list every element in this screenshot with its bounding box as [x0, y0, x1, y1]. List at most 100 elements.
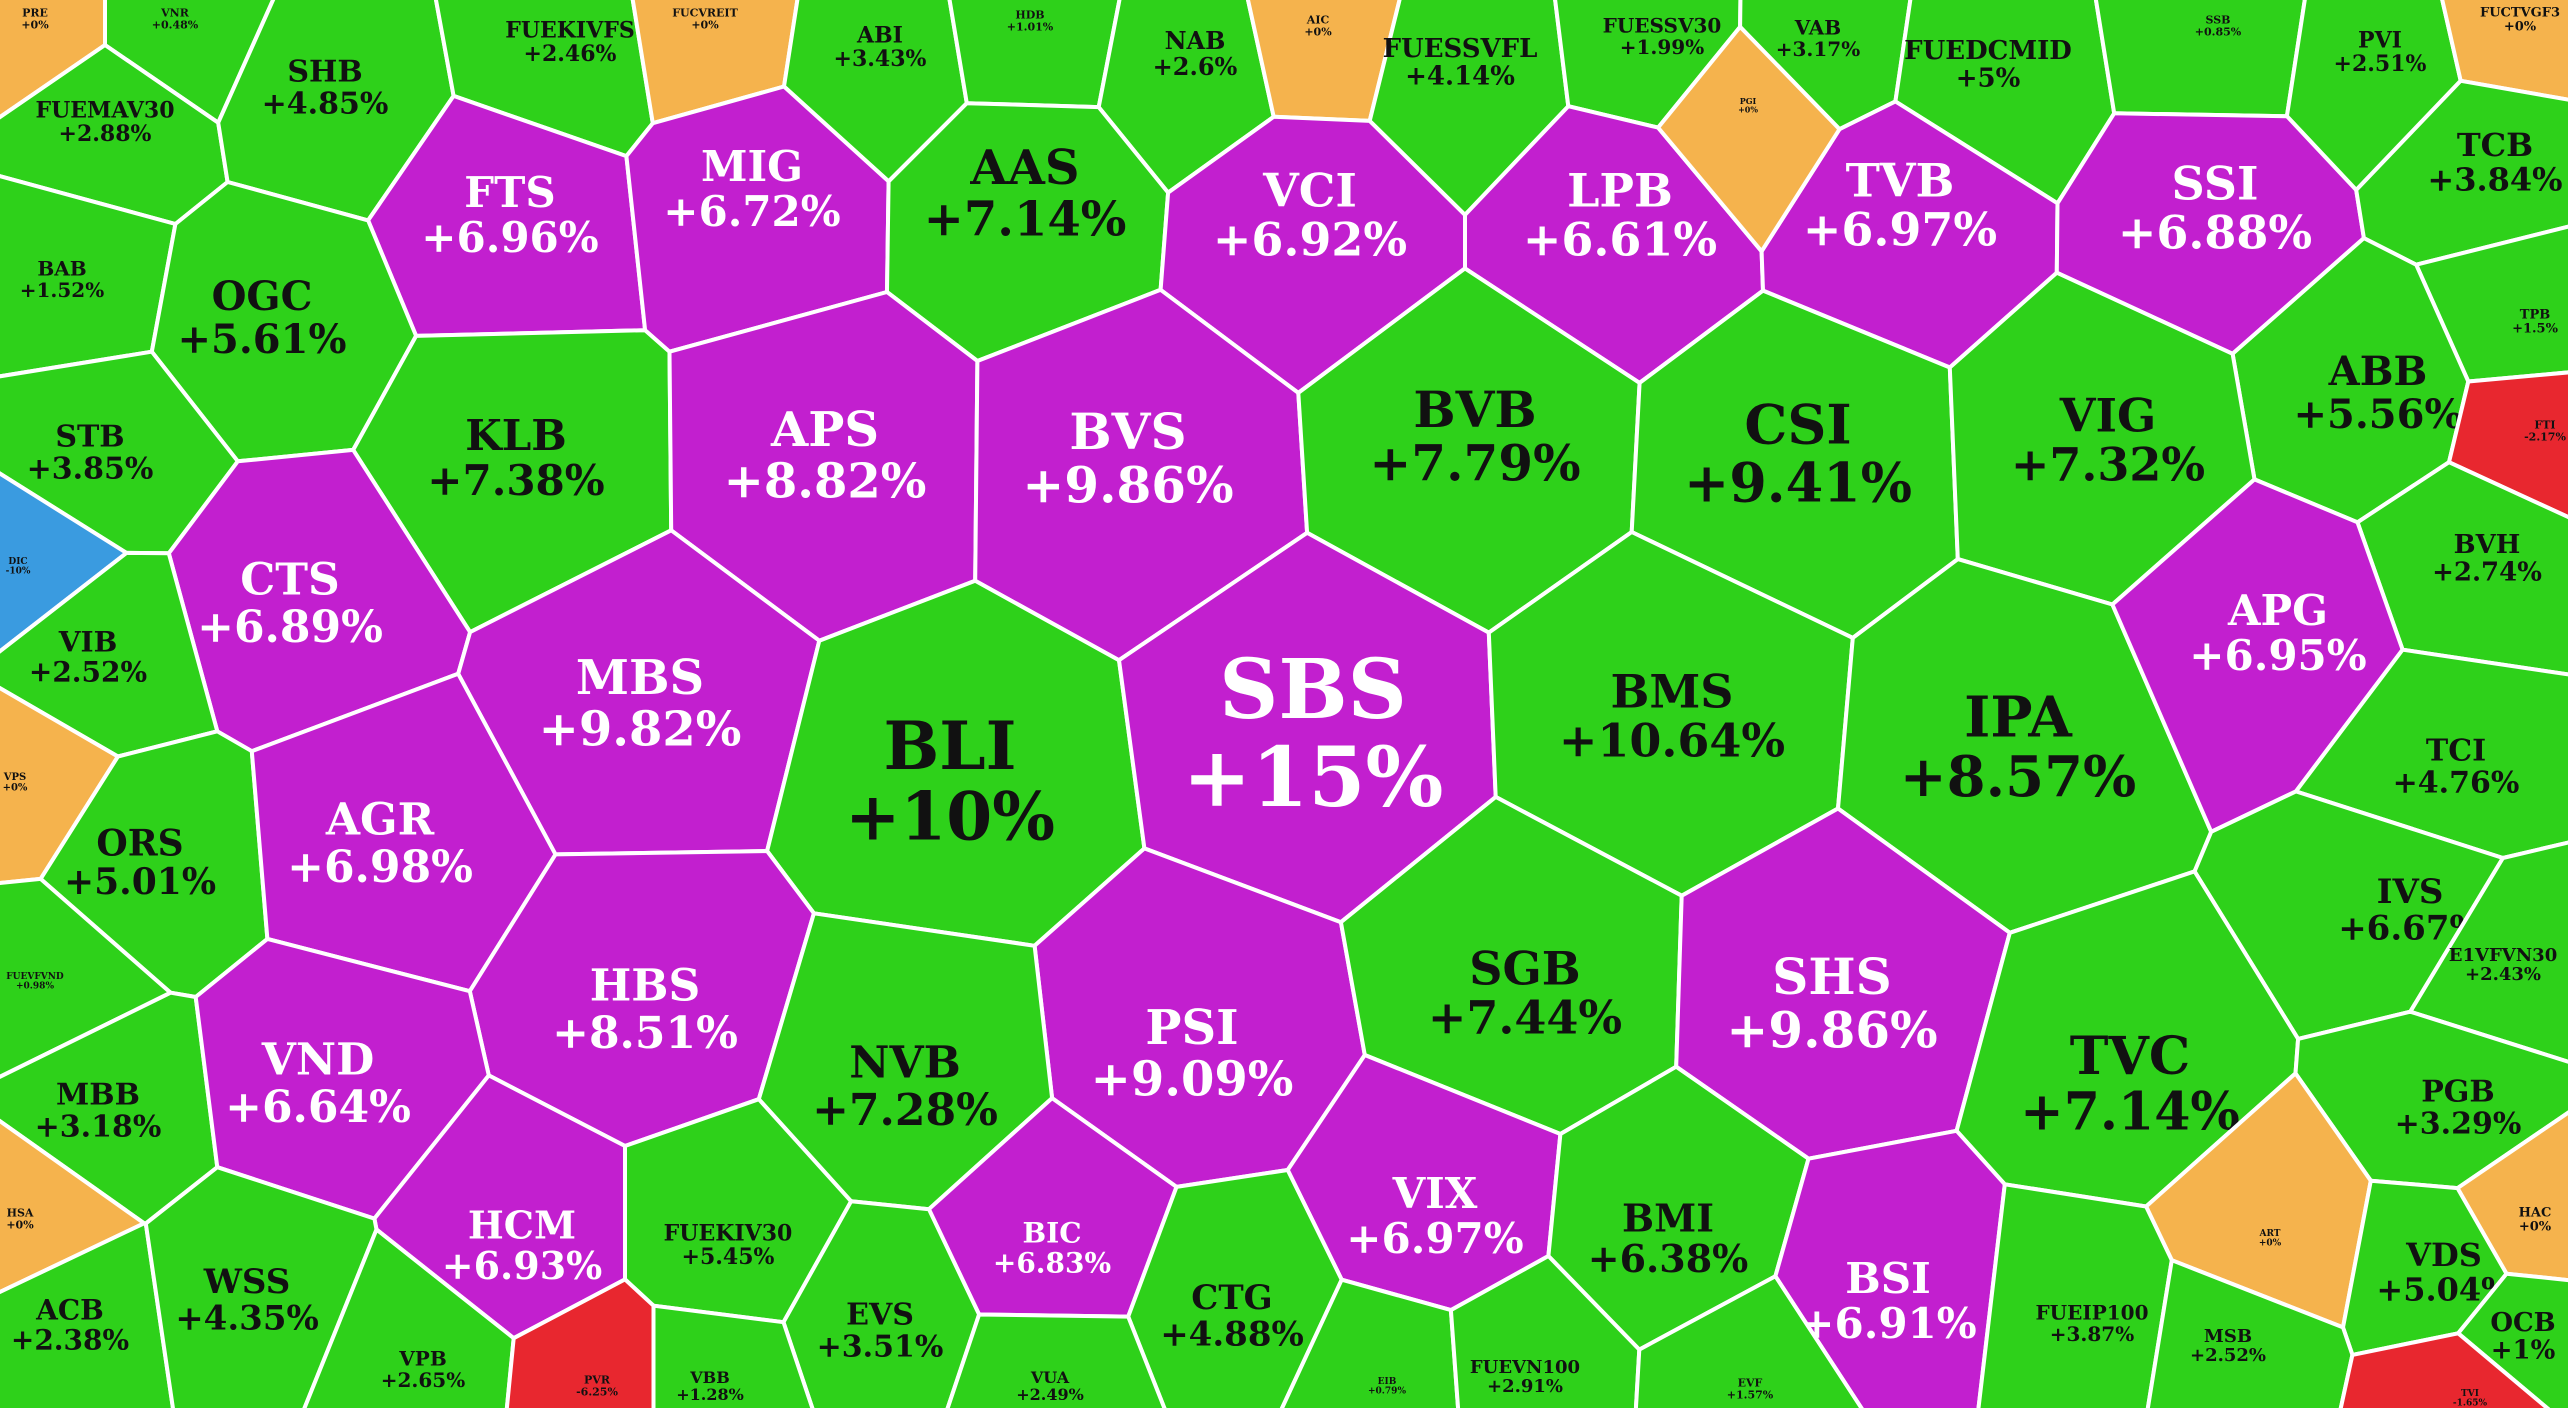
cell-bab[interactable]: BAB+1.52%: [0, 174, 178, 379]
ticker-label: OCB: [2490, 1308, 2555, 1338]
cell-fuessv30[interactable]: FUESSV30+1.99%: [1553, 0, 1743, 130]
change-label: +10.64%: [1559, 714, 1785, 768]
ticker-label: ORS: [96, 823, 183, 865]
cell-ctg[interactable]: CTG+4.88%: [1126, 1168, 1344, 1408]
change-label: +2.6%: [1153, 52, 1238, 81]
change-label: +4.76%: [2393, 766, 2520, 801]
cell-shape: [2093, 0, 2307, 119]
cell-csi[interactable]: CSI+9.41%: [1629, 288, 1960, 640]
cell-bvs[interactable]: BVS+9.86%: [973, 287, 1310, 663]
cell-vig[interactable]: VIG+7.32%: [1947, 270, 2257, 607]
change-label: +0%: [21, 18, 49, 31]
cell-pgb[interactable]: PGB+3.29%: [2293, 1009, 2568, 1191]
ticker-label: ABI: [856, 22, 903, 48]
cell-psi[interactable]: PSI+9.09%: [1032, 846, 1367, 1189]
ticker-label: TVI: [2461, 1389, 2479, 1399]
ticker-label: DIC: [8, 557, 27, 567]
cell-sbs[interactable]: SBS+15%: [1117, 530, 1498, 925]
cell-vnd[interactable]: VND+6.64%: [193, 936, 491, 1221]
cell-fuemav30[interactable]: FUEMAV30+2.88%: [0, 43, 230, 226]
cell-fuevn100[interactable]: FUEVN100+2.91%: [1448, 1254, 1642, 1408]
ticker-label: CTS: [240, 555, 340, 606]
cell-msb[interactable]: MSB+2.52%: [2145, 1258, 2355, 1408]
ticker-label: SHS: [1772, 947, 1891, 1006]
change-label: +0%: [2519, 1219, 2552, 1234]
ticker-label: VPB: [398, 1347, 446, 1371]
cell-hbs[interactable]: HBS+8.51%: [467, 849, 816, 1148]
ticker-label: VDS: [2405, 1236, 2482, 1274]
cell-fuctvgf3[interactable]: FUCTVGF3+0%: [2440, 0, 2568, 102]
change-label: +3.84%: [2427, 160, 2562, 198]
cell-fuekivfs[interactable]: FUEKIVFS+2.46%: [433, 0, 655, 159]
cell-evf[interactable]: EVF+1.57%: [1633, 1274, 1866, 1408]
cell-shape: [945, 1312, 1167, 1408]
ticker-label: HAC: [2519, 1205, 2552, 1220]
cell-vua[interactable]: VUA+2.49%: [945, 1312, 1167, 1408]
ticker-label: HCM: [468, 1202, 576, 1247]
ticker-label: VCI: [1262, 163, 1357, 217]
cell-shape: [1976, 1182, 2174, 1408]
ticker-label: SSI: [2172, 156, 2259, 210]
change-label: +0.98%: [16, 982, 54, 992]
cell-tvc[interactable]: TVC+7.14%: [1954, 869, 2301, 1209]
cell-agr[interactable]: AGR+6.98%: [249, 671, 558, 994]
cell-tpb[interactable]: TPB+1.5%: [2414, 224, 2568, 384]
ticker-label: OGC: [212, 273, 313, 320]
cell-hcm[interactable]: HCM+6.93%: [372, 1073, 627, 1341]
cell-abb[interactable]: ABB+5.56%: [2230, 236, 2471, 525]
change-label: +2.52%: [29, 656, 147, 689]
cell-ipa[interactable]: IPA+8.57%: [1836, 557, 2214, 935]
cell-vpb[interactable]: VPB+2.65%: [302, 1227, 516, 1408]
cell-mig[interactable]: MIG+6.72%: [624, 84, 891, 354]
ticker-label: BVS: [1069, 402, 1186, 461]
cell-lpb[interactable]: LPB+6.61%: [1463, 104, 1765, 385]
cell-fueip100[interactable]: FUEIP100+3.87%: [1976, 1182, 2174, 1408]
cell-abi[interactable]: ABI+3.43%: [782, 0, 969, 184]
change-label: +6.38%: [1588, 1236, 1749, 1281]
cell-shape: [1633, 1274, 1864, 1408]
cell-shape: [1656, 24, 1842, 254]
ticker-label: VBB: [689, 1368, 729, 1387]
change-label: +9.09%: [1091, 1052, 1294, 1108]
change-label: +4.35%: [175, 1298, 319, 1338]
cell-ivs[interactable]: IVS+6.67%: [2192, 789, 2505, 1041]
cell-fuessvfl[interactable]: FUESSVFL+4.14%: [1367, 0, 1571, 217]
cell-ssb[interactable]: SSB+0.85%: [2093, 0, 2307, 119]
cell-fti[interactable]: FTI-2.17%: [2447, 370, 2568, 520]
cell-shs[interactable]: SHS+9.86%: [1674, 806, 2012, 1161]
change-label: +2.65%: [381, 1368, 465, 1392]
change-label: +7.14%: [2020, 1081, 2240, 1142]
cell-tvb[interactable]: TVB+6.97%: [1759, 99, 2060, 370]
ticker-label: VIG: [2059, 388, 2157, 442]
cell-vix[interactable]: VIX+6.97%: [1285, 1053, 1563, 1313]
ticker-label: ART: [2258, 1229, 2280, 1239]
ticker-label: BMS: [1610, 664, 1733, 718]
cell-nab[interactable]: NAB+2.6%: [1096, 0, 1276, 195]
cell-ssi[interactable]: SSI+6.88%: [2054, 111, 2366, 356]
cell-aas[interactable]: AAS+7.14%: [885, 101, 1171, 363]
ticker-label: WSS: [203, 1262, 291, 1302]
change-label: +6.98%: [287, 842, 473, 893]
change-label: +1.28%: [676, 1385, 744, 1404]
cell-cts[interactable]: CTS+6.89%: [166, 447, 473, 754]
cell-vib[interactable]: VIB+2.52%: [0, 550, 220, 759]
cell-nvb[interactable]: NVB+7.28%: [756, 911, 1055, 1212]
cell-pgi[interactable]: PGI+0%: [1656, 24, 1842, 254]
ticker-label: SGB: [1469, 941, 1580, 995]
cell-vbb[interactable]: VBB+1.28%: [651, 1303, 815, 1408]
cell-tvi[interactable]: TVI-1.65%: [2338, 1331, 2555, 1408]
change-label: +7.32%: [2011, 438, 2205, 492]
ticker-label: AGR: [325, 795, 435, 846]
cell-e1vfvn30[interactable]: E1VFVN30+2.43%: [2408, 840, 2568, 1064]
cell-ocb[interactable]: OCB+1%: [2456, 1271, 2568, 1408]
change-label: +0%: [1304, 25, 1332, 38]
cell-shape: [2338, 1331, 2551, 1408]
change-label: +2.43%: [2465, 964, 2541, 985]
cell-hdb[interactable]: HDB+1.01%: [947, 0, 1122, 110]
cell-tci[interactable]: TCI+4.76%: [2293, 647, 2568, 860]
ticker-label: LPB: [1567, 163, 1673, 217]
cell-aps[interactable]: APS+8.82%: [667, 290, 980, 643]
ticker-label: FUESSV30: [1603, 14, 1722, 38]
cell-bli[interactable]: BLI+10%: [765, 578, 1147, 948]
ticker-label: PSI: [1145, 1000, 1238, 1056]
